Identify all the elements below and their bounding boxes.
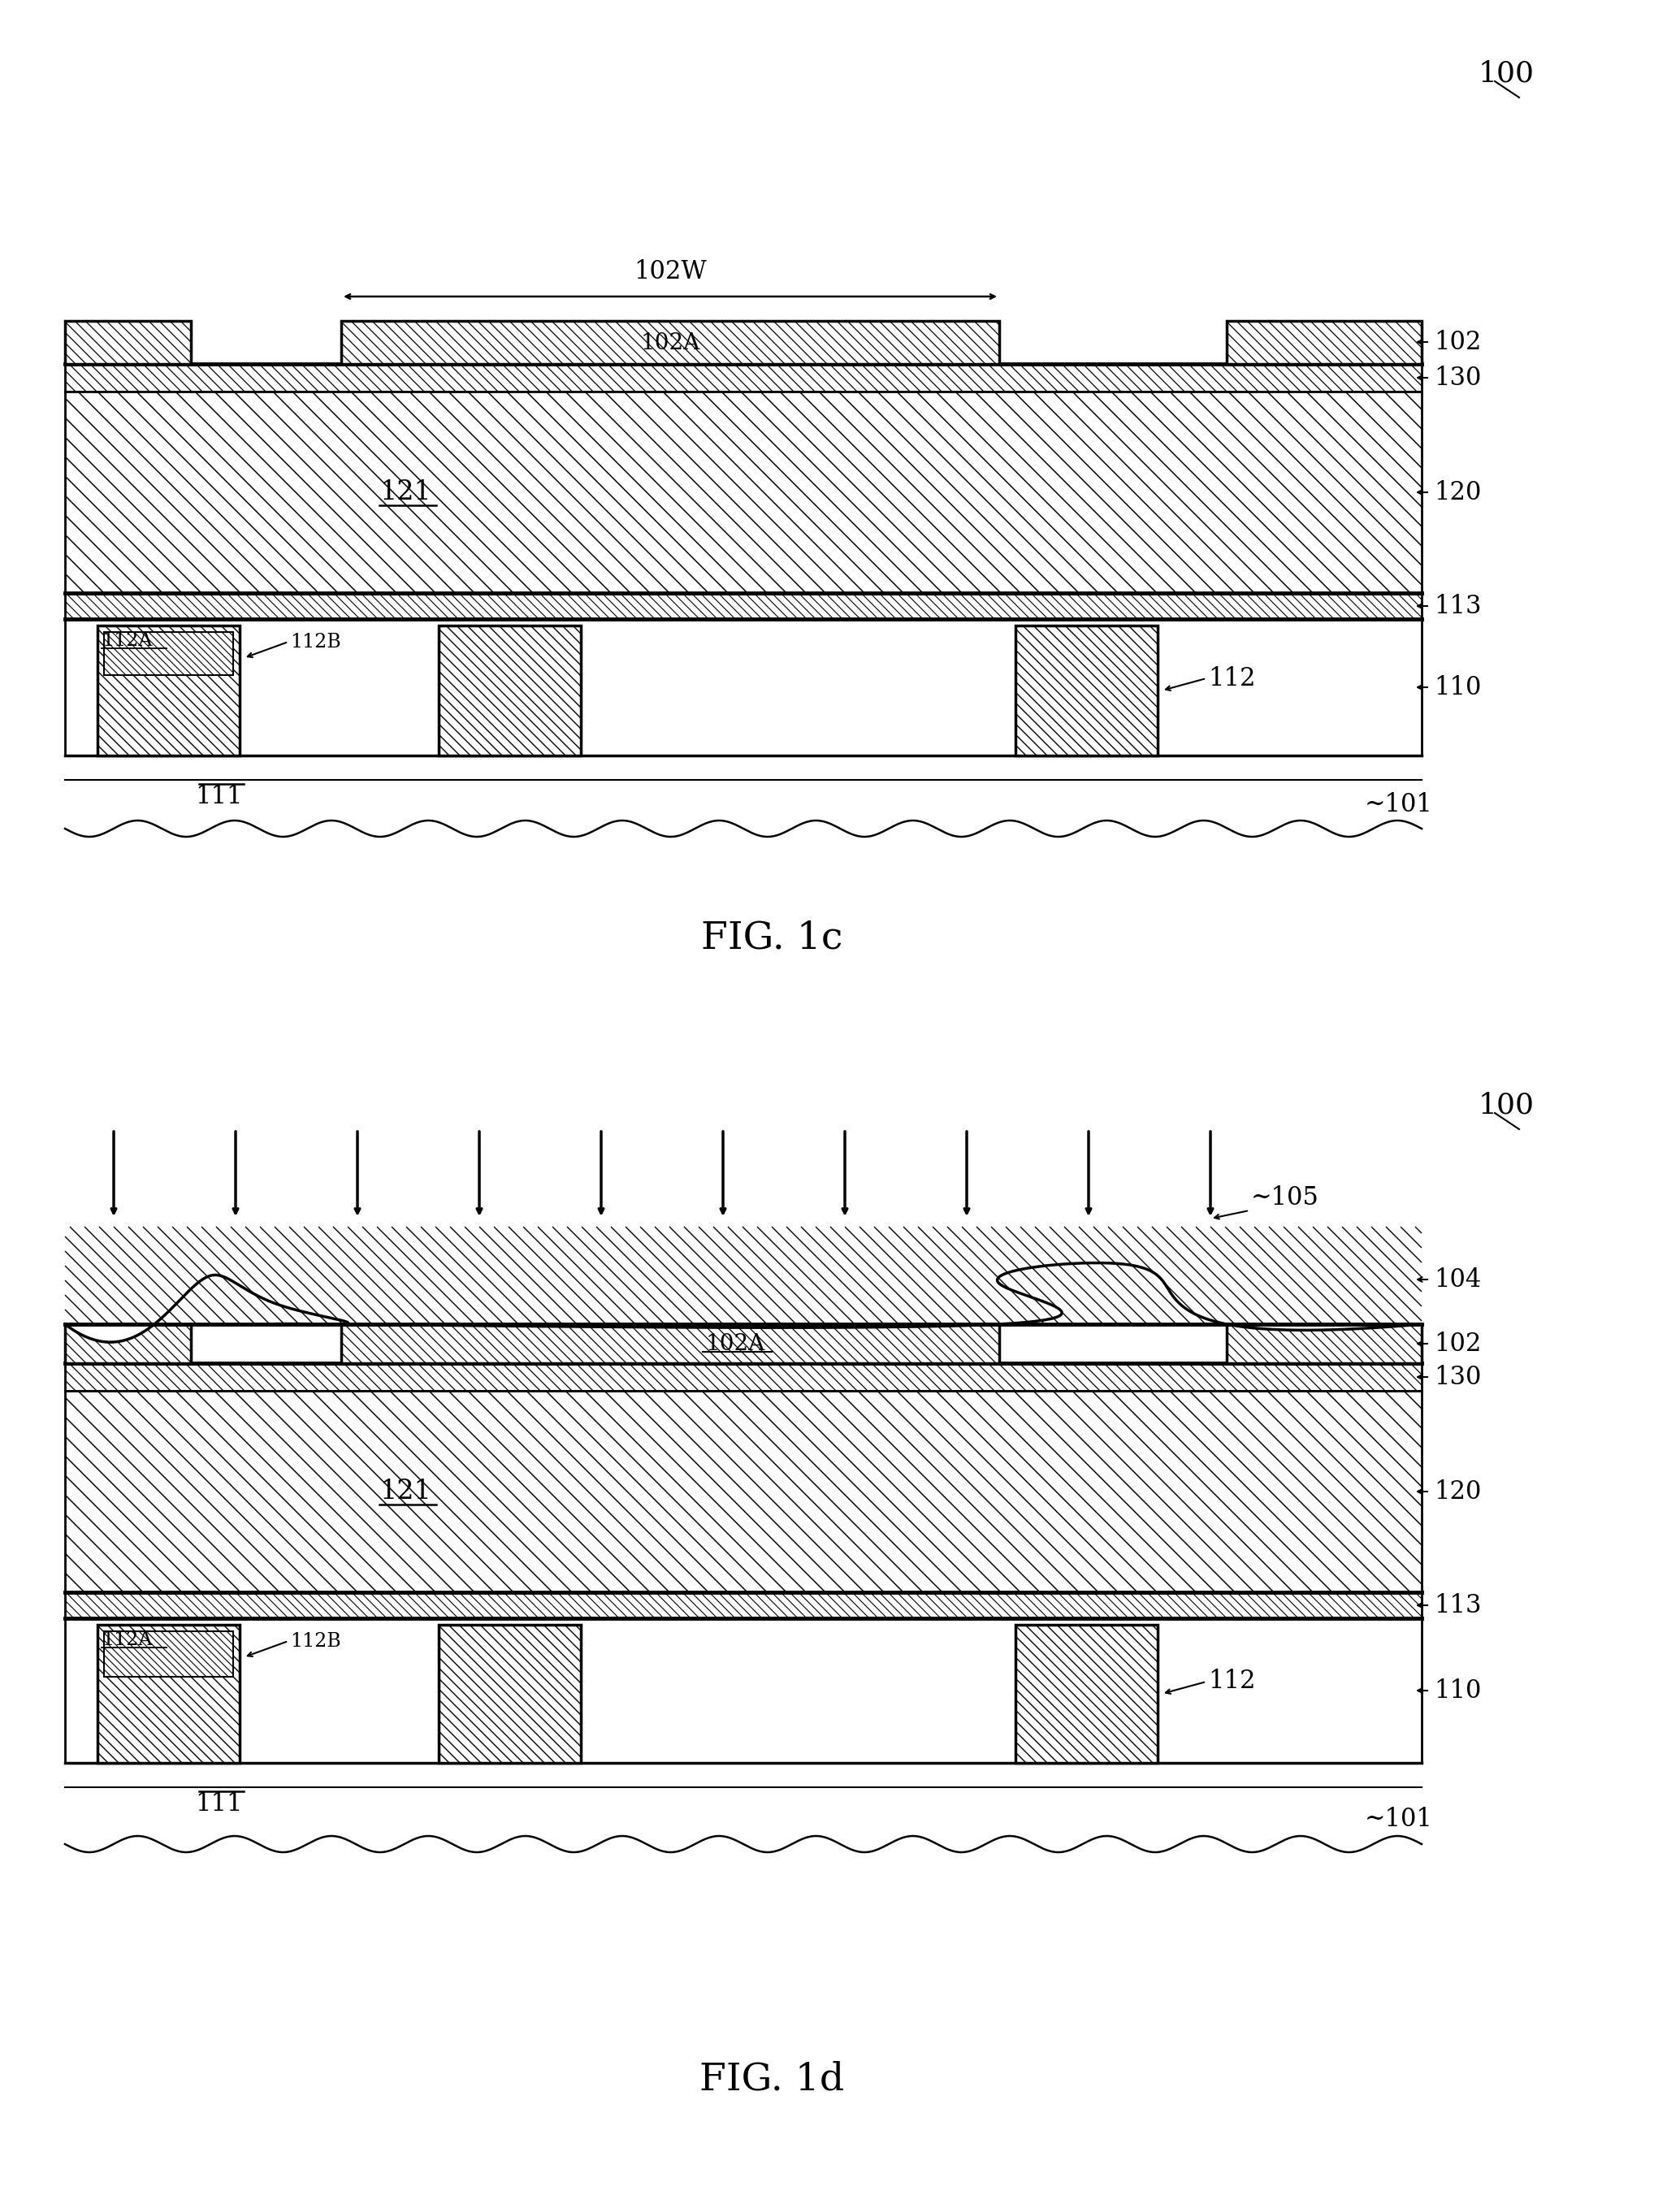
Text: FIG. 1c: FIG. 1c bbox=[701, 920, 843, 957]
Bar bbox=[66, 364, 1421, 392]
Bar bbox=[66, 392, 1421, 594]
Text: 113: 113 bbox=[1433, 1593, 1482, 1617]
Text: 110: 110 bbox=[1433, 1678, 1482, 1702]
Text: 111: 111 bbox=[195, 784, 244, 808]
Bar bbox=[341, 320, 1000, 364]
Bar bbox=[1015, 1626, 1158, 1764]
Text: ~105: ~105 bbox=[1252, 1185, 1319, 1209]
Bar bbox=[97, 1626, 240, 1764]
Text: 102A: 102A bbox=[706, 1332, 764, 1354]
Text: 112: 112 bbox=[1208, 666, 1255, 690]
Text: 102: 102 bbox=[1433, 1332, 1482, 1356]
Bar bbox=[438, 627, 581, 756]
Bar bbox=[1015, 627, 1158, 756]
Text: 111: 111 bbox=[195, 1792, 244, 1816]
Text: 100: 100 bbox=[1478, 59, 1534, 88]
Text: FIG. 1d: FIG. 1d bbox=[699, 2062, 843, 2099]
Text: 121: 121 bbox=[380, 1479, 432, 1505]
Text: 102A: 102A bbox=[640, 331, 701, 353]
Text: 112: 112 bbox=[1208, 1670, 1255, 1694]
Text: 110: 110 bbox=[1433, 675, 1482, 699]
Text: 112A: 112A bbox=[101, 631, 153, 649]
Text: 112B: 112B bbox=[291, 1632, 341, 1650]
Text: 130: 130 bbox=[1433, 366, 1482, 390]
Text: ~101: ~101 bbox=[1364, 791, 1433, 817]
Text: ~101: ~101 bbox=[1364, 1808, 1433, 1832]
Bar bbox=[1226, 320, 1421, 364]
Bar bbox=[66, 1323, 192, 1363]
Text: 113: 113 bbox=[1433, 594, 1482, 618]
Bar bbox=[104, 631, 234, 675]
Bar bbox=[97, 627, 240, 756]
Bar bbox=[104, 1632, 234, 1676]
Text: 100: 100 bbox=[1478, 1091, 1534, 1120]
Bar bbox=[66, 1391, 1421, 1593]
Text: 121: 121 bbox=[380, 480, 432, 506]
Text: 104: 104 bbox=[1433, 1266, 1482, 1293]
Bar bbox=[66, 1363, 1421, 1391]
Text: 112A: 112A bbox=[101, 1630, 153, 1650]
Text: 112B: 112B bbox=[291, 633, 341, 651]
Text: 130: 130 bbox=[1433, 1365, 1482, 1389]
Bar bbox=[66, 320, 192, 364]
Bar bbox=[438, 1626, 581, 1764]
Bar bbox=[341, 1323, 1000, 1363]
Polygon shape bbox=[66, 1262, 1421, 1343]
Bar bbox=[66, 620, 1421, 756]
Text: 120: 120 bbox=[1433, 480, 1482, 504]
Text: 102: 102 bbox=[1433, 329, 1482, 355]
Bar bbox=[66, 1593, 1421, 1619]
Bar bbox=[66, 1619, 1421, 1764]
Text: 120: 120 bbox=[1433, 1479, 1482, 1505]
Bar bbox=[1226, 1323, 1421, 1363]
Bar bbox=[66, 594, 1421, 620]
Text: 102W: 102W bbox=[633, 259, 707, 285]
